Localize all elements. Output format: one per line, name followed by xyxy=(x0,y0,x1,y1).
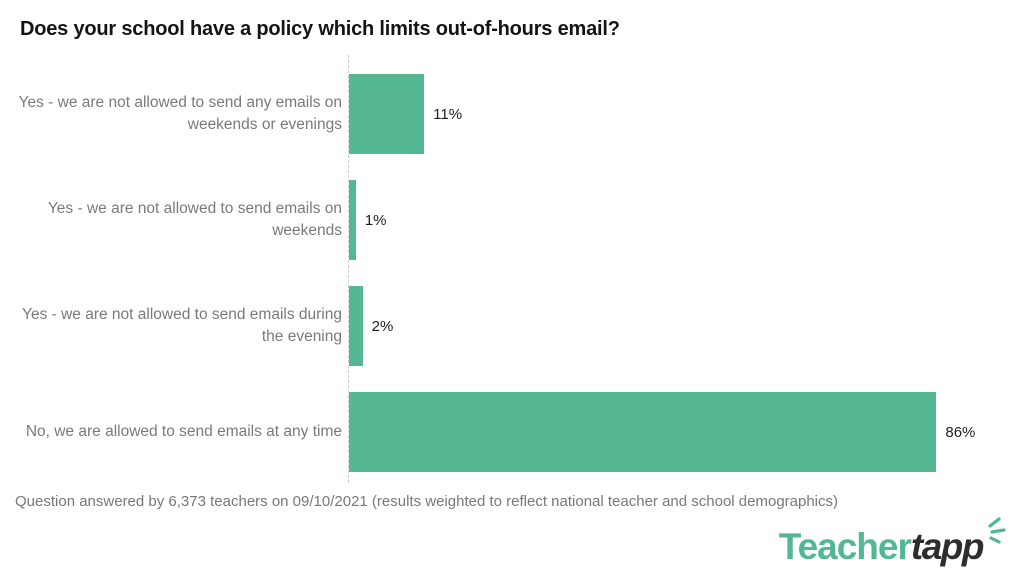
category-label: Yes - we are not allowed to send emails … xyxy=(47,199,342,239)
chart-row: Yes - we are not allowed to send emails … xyxy=(0,167,1024,273)
bar xyxy=(349,286,363,366)
logo-teacher: Teacher xyxy=(778,526,912,567)
category-label: Yes - we are not allowed to send emails … xyxy=(22,305,342,345)
footnote: Question answered by 6,373 teachers on 0… xyxy=(15,493,839,510)
bar xyxy=(349,74,425,154)
category-label: No, we are allowed to send emails at any… xyxy=(25,422,342,440)
value-label: 86% xyxy=(945,423,976,441)
bar xyxy=(349,180,356,260)
chart-title: Does your school have a policy which lim… xyxy=(20,18,620,40)
value-label: 1% xyxy=(364,211,387,229)
logo-tapp: tapp xyxy=(910,526,985,567)
sparkle-icon xyxy=(988,517,1006,544)
bar xyxy=(349,392,937,472)
chart-row: Yes - we are not allowed to send emails … xyxy=(0,273,1024,379)
teachertapp-logo: Teachertapp xyxy=(779,515,1008,568)
chart-row: No, we are allowed to send emails at any… xyxy=(0,379,1024,485)
bar-chart: Yes - we are not allowed to send any ema… xyxy=(0,55,1024,485)
chart-rows: Yes - we are not allowed to send any ema… xyxy=(0,61,1024,485)
value-label: 11% xyxy=(433,105,463,123)
zero-axis-line xyxy=(348,55,349,483)
chart-row: Yes - we are not allowed to send any ema… xyxy=(0,61,1024,167)
category-label: Yes - we are not allowed to send any ema… xyxy=(18,93,342,133)
value-label: 2% xyxy=(371,317,394,335)
